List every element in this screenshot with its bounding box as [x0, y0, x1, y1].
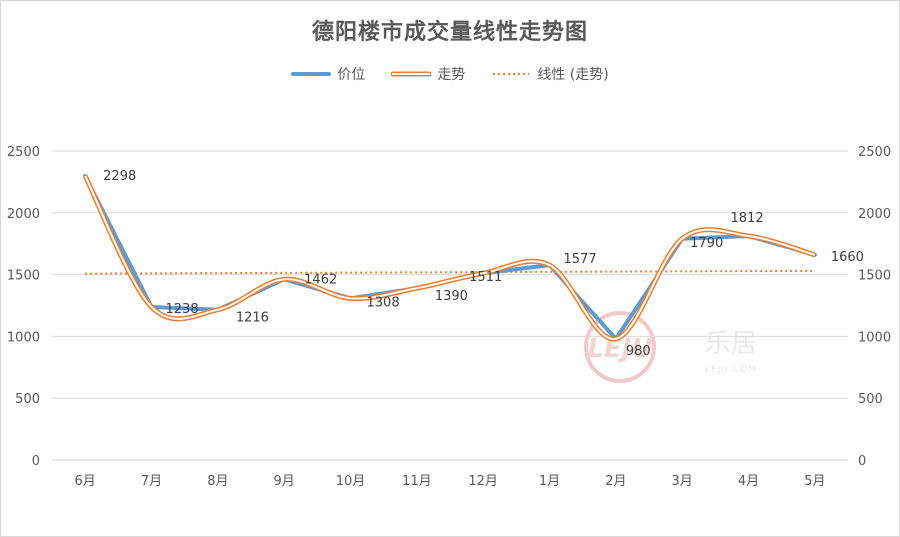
legend-swatch-double-line — [391, 71, 432, 77]
legend-label: 走势 — [437, 67, 466, 83]
x-tick-label: 9月 — [274, 474, 295, 489]
y-tick-label-right: 1500 — [858, 269, 891, 284]
x-tick-label: 8月 — [207, 474, 228, 489]
y-tick-label-left: 1500 — [7, 269, 40, 284]
x-tick-label: 12月 — [468, 474, 498, 489]
data-label: 1238 — [166, 302, 199, 317]
y-tick-label-right: 2000 — [858, 207, 891, 222]
watermark-text: 乐居 — [705, 329, 757, 359]
legend-swatch-solid-line — [291, 72, 332, 76]
legend-item-price: 价位 — [291, 64, 365, 84]
data-label: 1216 — [236, 311, 269, 326]
legend-item-linear-trend: 线性 (走势) — [491, 64, 609, 84]
x-tick-label: 2月 — [605, 474, 626, 489]
data-label: 1390 — [435, 289, 468, 304]
watermark-subtext: LEJU.COM — [705, 365, 757, 375]
x-tick-label: 4月 — [738, 474, 759, 489]
legend-item-trend: 走势 — [391, 64, 465, 84]
x-tick-label: 7月 — [141, 474, 162, 489]
y-tick-label-right: 0 — [858, 454, 866, 469]
x-tick-label: 1月 — [539, 474, 560, 489]
data-label: 1462 — [304, 272, 337, 287]
y-tick-label-left: 0 — [32, 454, 40, 469]
data-label: 2298 — [103, 169, 136, 184]
data-label: 980 — [626, 344, 651, 359]
series-trend-line-inner — [84, 175, 816, 340]
y-tick-label-right: 2500 — [858, 145, 891, 160]
y-tick-label-right: 1000 — [858, 330, 891, 345]
legend: 价位 走势 线性 (走势) — [0, 64, 900, 84]
y-tick-label-left: 1000 — [7, 330, 40, 345]
y-tick-label-left: 500 — [15, 392, 40, 407]
data-label: 1511 — [469, 270, 502, 285]
y-tick-label-left: 2500 — [7, 145, 40, 160]
x-tick-label: 6月 — [75, 474, 96, 489]
data-label: 1577 — [564, 252, 597, 267]
x-tick-label: 11月 — [402, 474, 432, 489]
y-tick-label-left: 2000 — [7, 207, 40, 222]
legend-swatch-dotted-line — [493, 73, 530, 75]
x-tick-label: 5月 — [804, 474, 825, 489]
data-label: 1790 — [690, 236, 723, 251]
watermark-logo-ring — [584, 311, 656, 383]
data-label: 1660 — [831, 250, 864, 265]
y-tick-label-right: 500 — [858, 392, 883, 407]
data-label: 1812 — [731, 211, 764, 226]
legend-label: 价位 — [337, 67, 366, 83]
chart-title: 德阳楼市成交量线性走势图 — [311, 20, 588, 45]
x-tick-label: 10月 — [336, 474, 366, 489]
series-linear-trendline — [85, 269, 815, 275]
data-label: 1308 — [367, 295, 400, 310]
x-tick-label: 3月 — [672, 474, 693, 489]
legend-label: 线性 (走势) — [537, 67, 609, 83]
